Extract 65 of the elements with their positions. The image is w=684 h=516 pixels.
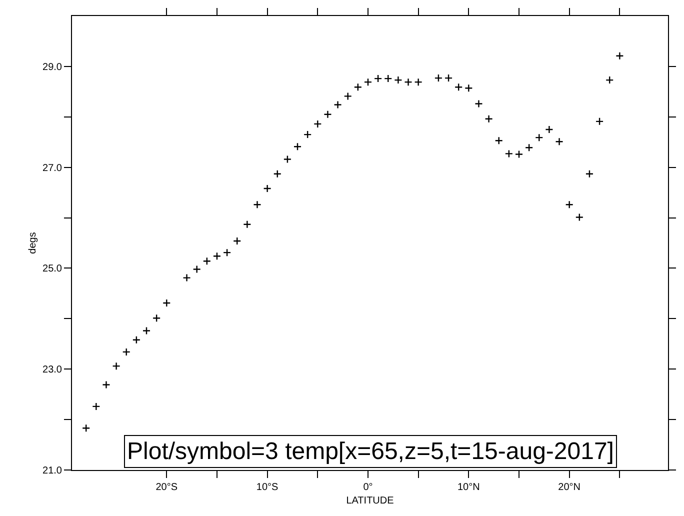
point (404, 78, 412, 86)
point (545, 125, 554, 134)
point (132, 336, 141, 344)
point (243, 220, 252, 228)
point (585, 170, 594, 178)
point (122, 348, 130, 356)
text: Plot/symbol=3 temp[x=65,z=5,t=15-aug-2017] (127, 438, 614, 465)
point (414, 78, 422, 86)
point (283, 155, 292, 164)
point (484, 114, 493, 124)
point (575, 213, 584, 222)
y-tick-label: 23.0 (42, 364, 62, 376)
point (192, 265, 201, 274)
y-tick-label: 25.0 (42, 264, 62, 275)
point (504, 150, 514, 158)
point (293, 142, 302, 151)
point (334, 100, 342, 109)
point (82, 424, 90, 432)
x-tick-label: 10°N (457, 482, 480, 493)
x-axis-title: LATITUDE (346, 496, 394, 506)
point (162, 298, 171, 308)
point (616, 52, 624, 60)
y-tick-label: 21.0 (42, 466, 62, 476)
point (394, 76, 402, 84)
point (142, 326, 151, 335)
x-tick-label: 20°N (558, 482, 581, 493)
point (253, 200, 262, 209)
point (273, 170, 282, 178)
x-tick-label: 0° (363, 482, 373, 493)
point (102, 380, 110, 389)
point (535, 133, 544, 142)
point (202, 257, 212, 266)
x-tick-label: 10°S (256, 482, 279, 493)
point (324, 110, 332, 118)
point (222, 248, 232, 257)
point (344, 92, 352, 100)
point (92, 402, 100, 411)
point (314, 120, 322, 128)
point (364, 78, 372, 86)
point (233, 236, 242, 246)
point (212, 252, 222, 260)
y-tick-label: 29.0 (42, 62, 62, 73)
point (112, 362, 120, 370)
point (565, 200, 574, 209)
y-tick-label: 27.0 (42, 162, 62, 174)
point (384, 74, 392, 83)
point (595, 117, 604, 126)
y-axis-title: degs (28, 232, 39, 254)
point (514, 150, 524, 158)
point (374, 74, 382, 83)
point (464, 84, 473, 92)
point (555, 138, 564, 146)
point (524, 144, 534, 152)
point (303, 130, 312, 139)
point (354, 83, 362, 92)
point (606, 76, 614, 84)
point (182, 274, 191, 282)
point (434, 74, 443, 82)
x-tick-label: 20°S (156, 482, 178, 493)
point (494, 136, 503, 145)
point (454, 83, 463, 92)
point (263, 184, 272, 193)
point (152, 314, 161, 322)
point (474, 100, 483, 108)
point (444, 74, 453, 82)
